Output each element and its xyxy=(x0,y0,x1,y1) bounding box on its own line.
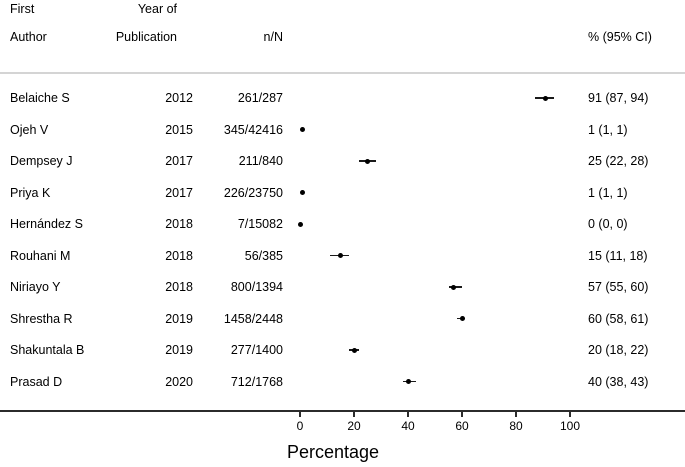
author-label: Priya K xyxy=(10,185,51,200)
x-axis-tick-label: 0 xyxy=(296,419,304,433)
year-label: 2015 xyxy=(165,122,193,137)
header-separator-line xyxy=(0,72,685,74)
point-estimate-dot xyxy=(459,316,465,321)
header-author-line2: Author xyxy=(10,30,47,44)
author-label: Hernández S xyxy=(10,217,83,231)
point-estimate-dot xyxy=(451,284,457,290)
x-axis-tick xyxy=(461,411,463,417)
x-axis-tick xyxy=(299,411,301,417)
estimate-label: 0 (0, 0) xyxy=(588,217,628,231)
x-axis-line xyxy=(0,410,685,412)
point-estimate-dot xyxy=(338,253,343,258)
estimate-label: 91 (87, 94) xyxy=(588,91,649,105)
nn-label: 277/1400 xyxy=(230,343,283,357)
estimate-label: 20 (18, 22) xyxy=(588,343,649,357)
year-label: 2019 xyxy=(165,311,193,326)
point-estimate-dot xyxy=(405,379,411,384)
point-estimate-dot xyxy=(351,347,357,353)
year-label: 2012 xyxy=(165,91,193,105)
x-axis-tick xyxy=(353,411,355,417)
point-estimate-dot xyxy=(300,127,306,132)
author-label: Prasad D xyxy=(10,374,63,389)
author-label: Belaiche S xyxy=(10,91,70,105)
point-estimate-dot xyxy=(365,158,370,164)
x-axis-tick xyxy=(569,411,571,417)
point-estimate-dot xyxy=(297,221,303,227)
estimate-label: 1 (1, 1) xyxy=(588,122,628,137)
x-axis-tick-label: 60 xyxy=(455,419,469,433)
estimate-label: 40 (38, 43) xyxy=(588,374,649,389)
header-year-line1: Year of xyxy=(137,2,177,16)
author-label: Ojeh V xyxy=(10,122,49,137)
x-axis-tick xyxy=(515,411,517,417)
x-axis-tick-label: 80 xyxy=(509,419,523,433)
author-label: Niriayo Y xyxy=(10,280,61,294)
nn-label: 226/23750 xyxy=(223,185,283,200)
year-label: 2019 xyxy=(165,343,193,357)
nn-label: 345/42416 xyxy=(223,122,283,137)
header-estimate: % (95% CI) xyxy=(588,30,652,44)
x-axis-tick-label: 20 xyxy=(347,419,361,433)
point-estimate-dot xyxy=(300,190,306,195)
year-label: 2017 xyxy=(165,154,193,168)
header-year-line2: Publication xyxy=(115,30,177,44)
x-axis-tick-label: 40 xyxy=(401,419,415,433)
nn-label: 56/385 xyxy=(244,248,283,263)
estimate-label: 1 (1, 1) xyxy=(588,185,628,200)
estimate-label: 60 (58, 61) xyxy=(588,311,649,326)
author-label: Shrestha R xyxy=(10,311,73,326)
x-axis-title: Percentage xyxy=(287,442,380,462)
nn-label: 261/287 xyxy=(237,91,283,105)
estimate-label: 15 (11, 18) xyxy=(588,248,648,263)
year-label: 2018 xyxy=(165,280,193,294)
point-estimate-dot xyxy=(543,95,549,101)
nn-label: 7/15082 xyxy=(237,217,283,231)
year-label: 2020 xyxy=(165,374,193,389)
header-author-line1: First xyxy=(10,2,35,16)
x-axis-tick xyxy=(407,411,409,417)
year-label: 2018 xyxy=(165,217,193,231)
estimate-label: 25 (22, 28) xyxy=(588,154,649,168)
author-label: Rouhani M xyxy=(10,248,71,263)
nn-label: 712/1768 xyxy=(230,374,283,389)
nn-label: 1458/2448 xyxy=(223,311,283,326)
year-label: 2017 xyxy=(165,185,193,200)
author-label: Shakuntala B xyxy=(10,343,85,357)
x-axis-tick-label: 100 xyxy=(559,419,581,433)
author-label: Dempsey J xyxy=(10,154,73,168)
nn-label: 800/1394 xyxy=(230,280,283,294)
nn-label: 211/840 xyxy=(238,154,283,168)
year-label: 2018 xyxy=(165,248,193,263)
estimate-label: 57 (55, 60) xyxy=(588,280,649,294)
header-nn: n/N xyxy=(263,30,283,44)
